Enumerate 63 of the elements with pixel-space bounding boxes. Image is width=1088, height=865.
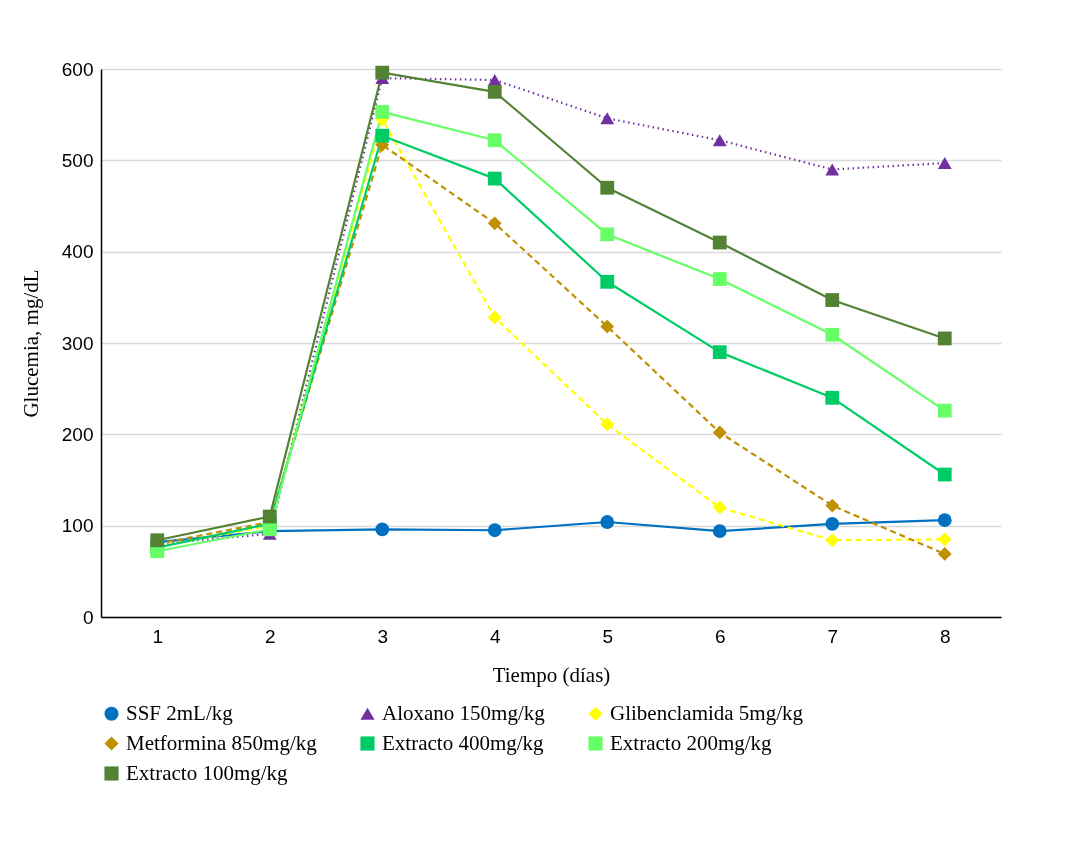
legend-label: Extracto 100mg/kg <box>126 760 289 785</box>
y-tick-label: 100 <box>61 515 94 537</box>
point <box>712 425 727 440</box>
point <box>600 180 615 195</box>
point <box>712 500 727 515</box>
point <box>825 163 840 176</box>
point <box>712 272 727 286</box>
point <box>825 327 840 342</box>
point <box>937 331 952 346</box>
point <box>825 293 840 307</box>
point <box>825 533 840 548</box>
legend-label: Extracto 200mg/kg <box>610 730 773 755</box>
y-tick-label: 0 <box>82 606 94 628</box>
point <box>600 274 615 289</box>
point <box>375 128 390 143</box>
point <box>600 515 615 529</box>
point <box>487 84 502 99</box>
point <box>937 547 952 561</box>
x-tick-label: 8 <box>939 625 951 647</box>
point <box>600 227 615 242</box>
point <box>262 509 277 524</box>
x-tick-label: 3 <box>377 625 389 647</box>
point <box>600 319 615 334</box>
point <box>487 171 502 186</box>
point <box>825 498 840 513</box>
point <box>825 390 840 405</box>
point <box>825 516 840 531</box>
y-tick-label: 200 <box>61 423 94 445</box>
legend-label: SSF 2mL/kg <box>126 700 234 725</box>
legend-label: Glibenclamida 5mg/kg <box>610 700 804 725</box>
point <box>712 134 727 147</box>
point <box>937 513 952 528</box>
point <box>712 524 727 539</box>
point <box>487 216 502 231</box>
point <box>937 157 952 170</box>
x-tick-label: 6 <box>714 625 726 647</box>
point <box>600 112 615 125</box>
point <box>600 417 615 432</box>
y-tick-label: 400 <box>61 241 94 263</box>
point <box>937 403 952 418</box>
legend-label: Extracto 400mg/kg <box>382 730 545 755</box>
point <box>375 65 390 80</box>
x-tick-label: 5 <box>602 625 614 647</box>
legend-label: Metformina 850mg/kg <box>126 730 318 755</box>
point <box>712 345 727 360</box>
x-tick-label: 7 <box>827 625 839 647</box>
x-tick-label: 1 <box>152 625 164 647</box>
legend-label: Aloxano 150mg/kg <box>382 700 546 725</box>
point <box>712 235 727 250</box>
point <box>487 133 502 148</box>
point <box>375 522 390 537</box>
y-tick-label: 500 <box>61 149 94 171</box>
y-tick-label: 600 <box>61 58 94 80</box>
y-tick-label: 300 <box>61 332 94 354</box>
point <box>487 523 502 538</box>
y-axis-title: Glucemia, mg/dL <box>18 269 43 418</box>
point <box>937 532 952 547</box>
x-tick-label: 4 <box>489 625 501 647</box>
point <box>487 310 502 325</box>
x-tick-label: 2 <box>264 625 276 647</box>
x-axis-title: Tiempo (días) <box>492 662 611 687</box>
point <box>937 467 952 482</box>
point <box>375 105 390 119</box>
